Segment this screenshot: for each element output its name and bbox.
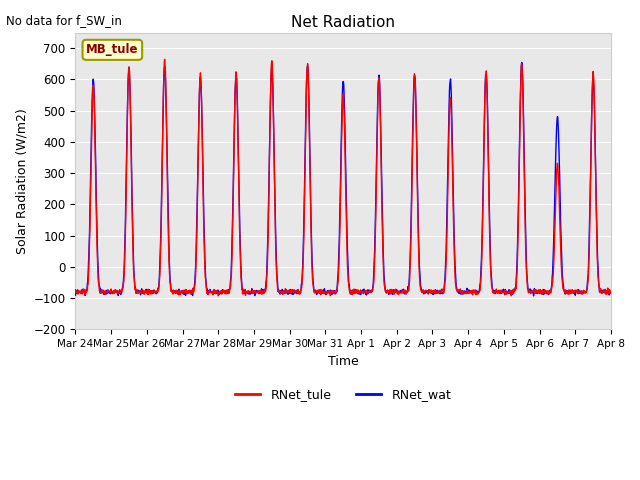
Y-axis label: Solar Radiation (W/m2): Solar Radiation (W/m2)	[15, 108, 28, 254]
Text: No data for f_SW_in: No data for f_SW_in	[6, 14, 122, 27]
Legend: RNet_tule, RNet_wat: RNet_tule, RNet_wat	[230, 383, 456, 406]
Title: Net Radiation: Net Radiation	[291, 15, 396, 30]
Text: MB_tule: MB_tule	[86, 43, 139, 56]
X-axis label: Time: Time	[328, 355, 358, 368]
